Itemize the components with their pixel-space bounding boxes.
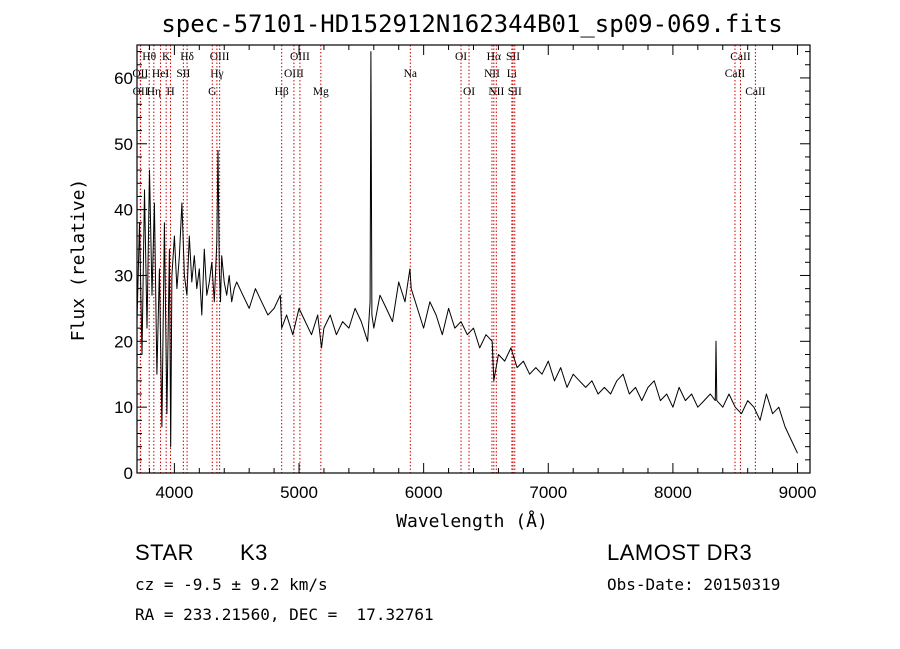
line-label: CaII <box>745 86 766 98</box>
line-label: Li <box>507 68 517 80</box>
y-axis-ticks: 0 10 20 30 40 50 60 <box>114 51 810 483</box>
x-tick-label: 9000 <box>779 483 817 502</box>
line-label: G <box>208 86 216 98</box>
line-label: Na <box>404 68 417 80</box>
line-label: Hη <box>147 86 161 98</box>
y-tick-label: 20 <box>114 332 133 351</box>
x-tick-label: 4000 <box>155 483 193 502</box>
x-axis-ticks: 4000 5000 6000 7000 8000 9000 <box>148 45 817 502</box>
line-label: OIII <box>290 51 310 63</box>
chart-title: spec-57101-HD152912N162344B01_sp09-069.f… <box>161 10 782 38</box>
x-tick-label: 5000 <box>280 483 318 502</box>
observation-date: Obs-Date: 20150319 <box>607 575 781 594</box>
x-tick-label: 8000 <box>654 483 692 502</box>
y-tick-label: 50 <box>114 135 133 154</box>
y-tick-label: 60 <box>114 69 133 88</box>
line-label: SII <box>508 86 522 98</box>
line-label: Mg <box>313 86 329 98</box>
line-label: Hθ <box>142 51 156 63</box>
spectrum-line <box>136 51 798 454</box>
line-label: SII <box>176 68 190 80</box>
line-label: SII <box>506 51 520 63</box>
line-label: OIII <box>210 51 230 63</box>
plot-frame <box>136 44 811 474</box>
line-label: H <box>166 86 174 98</box>
x-axis-title: Wavelength (Å) <box>396 510 548 532</box>
spectrum-series <box>136 51 798 454</box>
y-tick-label: 30 <box>114 266 133 285</box>
survey-release: LAMOST DR3 <box>607 540 753 565</box>
x-tick-label: 6000 <box>405 483 443 502</box>
redshift-velocity: cz = -9.5 ± 9.2 km/s <box>135 575 328 594</box>
line-label: NII <box>488 86 504 98</box>
line-label: CaII <box>730 51 751 63</box>
line-label: HeI <box>152 68 169 80</box>
line-label: OIII <box>284 68 304 80</box>
line-label: Hα <box>487 51 501 63</box>
y-axis-title: Flux (relative) <box>68 179 89 342</box>
object-class: STAR <box>135 540 195 565</box>
line-label: CaII <box>725 68 746 80</box>
x-tick-label: 7000 <box>529 483 567 502</box>
object-subclass: K3 <box>240 540 268 565</box>
line-label: Hγ <box>210 68 223 80</box>
y-tick-label: 40 <box>114 201 133 220</box>
line-label: OI <box>455 51 467 63</box>
line-label: OI <box>463 86 475 98</box>
line-label: K <box>162 51 171 63</box>
line-label: NII <box>484 68 500 80</box>
sky-coordinates: RA = 233.21560, DEC = 17.32761 <box>135 605 434 624</box>
line-label: Hδ <box>180 51 194 63</box>
y-tick-label: 0 <box>124 464 133 483</box>
y-tick-label: 10 <box>114 398 133 417</box>
line-label: Hβ <box>275 86 289 98</box>
